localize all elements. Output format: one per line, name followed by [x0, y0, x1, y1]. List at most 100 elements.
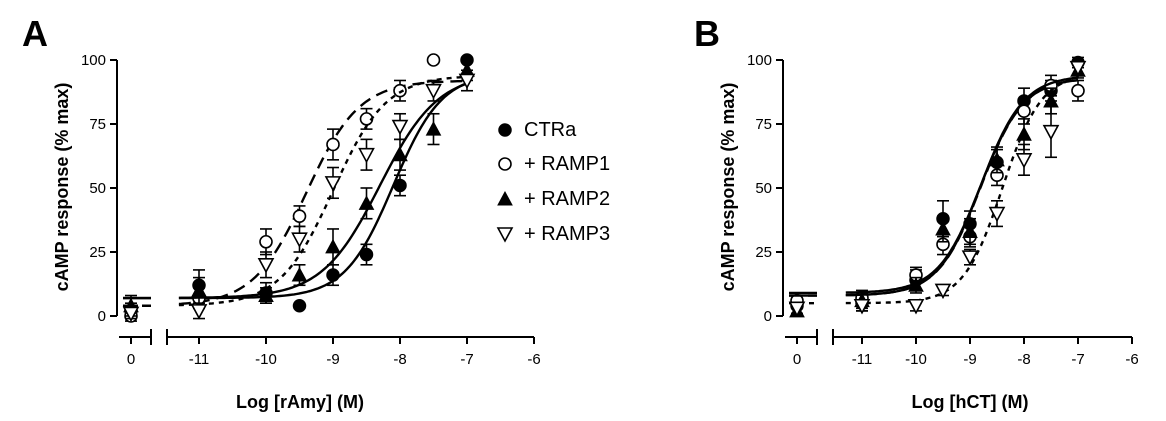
panel-a-series-ramp2-point	[392, 146, 408, 162]
panel-b-x-tick-label: 0	[793, 351, 801, 368]
panel-b-x-tick-label: -9	[963, 351, 976, 368]
panel-a-y-tick-label: 25	[89, 244, 106, 261]
panel-b-x-tick-label: -8	[1017, 351, 1030, 368]
panel-a-series-ramp3-point	[257, 257, 275, 274]
panel-b-series-ramp2-point	[1016, 126, 1032, 141]
legend-marker-ramp2	[497, 190, 513, 206]
panel-b-series-ramp1-point	[1071, 83, 1085, 98]
panel-a-series-ramp2-point	[258, 287, 274, 303]
panel-a-series-ramp1-point	[326, 137, 340, 152]
panel-a-series-ramp2-point	[425, 121, 442, 136]
panel-b-series-ramp2-point	[962, 223, 978, 239]
panel-a-series-ramp3-point	[190, 304, 208, 320]
panel-b-series-ramp2-point	[935, 220, 951, 236]
panel-a-series-ramp3-point	[391, 119, 409, 136]
legend-label-ramp3: + RAMP3	[524, 223, 610, 245]
panel-a-x-tick-label: 0	[127, 351, 135, 368]
legend-marker-ctra	[498, 123, 512, 137]
legend-item-ramp1: + RAMP1	[524, 153, 610, 175]
panel-a-series-ramp2	[123, 59, 475, 317]
panel-a-series-ramp2-point	[325, 238, 341, 254]
panel-b-x-tick-label: -6	[1125, 351, 1138, 368]
panel-a-series-ramp3-point	[458, 73, 476, 90]
panel-b-series-ramp3-point	[961, 250, 979, 266]
panel-b-y-tick-label: 75	[755, 116, 772, 133]
panel-a-y-axis-title: cAMP response (% max)	[52, 83, 72, 292]
panel-b-series-ramp1-point	[1017, 104, 1031, 118]
panel-b-x-tick-label: -10	[905, 351, 927, 368]
panel-a-series-ramp2-point	[291, 266, 308, 282]
panel-a-series-ramp3-point	[324, 176, 342, 192]
panel-b-y-tick-label: 100	[747, 52, 772, 69]
panel-a-series-ramp3-fit-curve	[178, 75, 468, 307]
panel-b-series-ramp2-point	[989, 151, 1005, 167]
panel-a-x-tick-label: -10	[255, 351, 277, 368]
panel-a-y-tick-label: 100	[81, 52, 106, 69]
panel-b-y-tick-label: 0	[764, 308, 772, 325]
legend-marker-ramp1	[498, 157, 512, 171]
panel-b-series-ramp3-point	[853, 298, 871, 315]
panel-b-series-ramp3-point	[788, 301, 806, 318]
panel-b-y-tick-label: 50	[755, 180, 772, 197]
panel-b-x-tick-label: -7	[1071, 351, 1084, 368]
panel-a-series-ramp1-point	[292, 209, 307, 223]
panel-b-series-ramp1-fit-curve	[845, 79, 1079, 297]
panel-a-series-ramp1-point	[426, 53, 441, 67]
panel-b-series-ctra	[789, 55, 1085, 315]
panel-a-x-tick-label: -11	[189, 351, 210, 368]
panel-b-y-axis-title: cAMP response (% max)	[718, 83, 738, 292]
panel-a-x-tick-label: -8	[393, 351, 406, 368]
panel-a-series-ramp3-point	[358, 147, 375, 164]
panel-a-x-tick-label: -7	[460, 351, 473, 368]
legend-marker-ramp3	[496, 227, 514, 243]
legend-item-ctra: CTRa	[524, 119, 577, 141]
legend-item-ramp3: + RAMP3	[524, 223, 610, 245]
legend-item-ramp2: + RAMP2	[524, 188, 610, 210]
panel-b-series-ramp3-point	[1015, 153, 1033, 169]
panel-a: A Log [rAmy] (M) cAMP response (% max) 0…	[22, 13, 541, 412]
panel-a-x-axis-title: Log [rAmy] (M)	[236, 392, 364, 412]
panel-a-series-ramp3-point	[122, 306, 140, 323]
panel-b-series-ramp3-point	[934, 283, 952, 300]
panel-a-series-ramp3-point	[425, 83, 442, 100]
panel-b-series-ctra-fit-curve	[845, 78, 1079, 294]
panel-a-y-tick-label: 75	[89, 116, 106, 133]
panel-a-series-ctra-point	[393, 178, 407, 193]
panel-a-series-ctra-point	[292, 299, 307, 313]
panel-b-series-ramp2-fit-curve	[845, 76, 1079, 297]
panel-b-series-ramp1	[789, 74, 1085, 310]
panel-a-y-tick-label: 0	[98, 308, 106, 325]
panel-a-series-ramp2-point	[191, 282, 207, 297]
panel-a-series-ramp1-point	[393, 83, 407, 98]
panel-b-series-ramp3-point	[988, 206, 1006, 223]
legend-label-ramp1: + RAMP1	[524, 153, 610, 175]
panel-b-series-ramp3-point	[1069, 60, 1087, 77]
panel-b-series-ramp2-point	[908, 277, 924, 292]
panel-a-series-ctra-point	[359, 247, 374, 262]
panel-b-series-ramp3	[788, 59, 1087, 318]
panel-a-series-ramp3	[122, 69, 476, 323]
panel-letter-a: A	[22, 13, 48, 54]
panel-a-x-tick-label: -9	[326, 351, 339, 368]
panel-b-x-axis-title: Log [hCT] (M)	[912, 392, 1029, 412]
panel-a-series-ramp3-point	[291, 232, 308, 248]
panel-b-series-ramp3-point	[1042, 124, 1060, 141]
panel-a-y-tick-label: 50	[89, 180, 106, 197]
panel-a-series-ramp2-point	[358, 195, 375, 210]
panel-b-series-ramp3-fit-curve	[845, 76, 1079, 305]
panel-b-series-ramp2	[789, 61, 1086, 318]
panel-b-x-tick-label: -11	[852, 351, 873, 368]
panel-b-series-ramp3-point	[907, 298, 925, 315]
panel-b: B Log [hCT] (M) cAMP response (% max) 0 2…	[694, 13, 1139, 412]
legend-label-ramp2: + RAMP2	[524, 188, 610, 210]
panel-a-series-ramp1-point	[259, 234, 273, 249]
panel-letter-b: B	[694, 13, 720, 54]
legend-label-ctra: CTRa	[524, 119, 577, 141]
panel-a-series-ramp1	[123, 53, 467, 323]
legend: CTRa + RAMP1 + RAMP2 + RAMP3	[496, 119, 610, 245]
panel-a-x-tick-label: -6	[527, 351, 540, 368]
panel-b-y-tick-label: 25	[755, 244, 772, 261]
panel-a-series-ramp2-fit-curve	[178, 82, 468, 300]
panel-a-series-ctra-point	[326, 268, 340, 282]
